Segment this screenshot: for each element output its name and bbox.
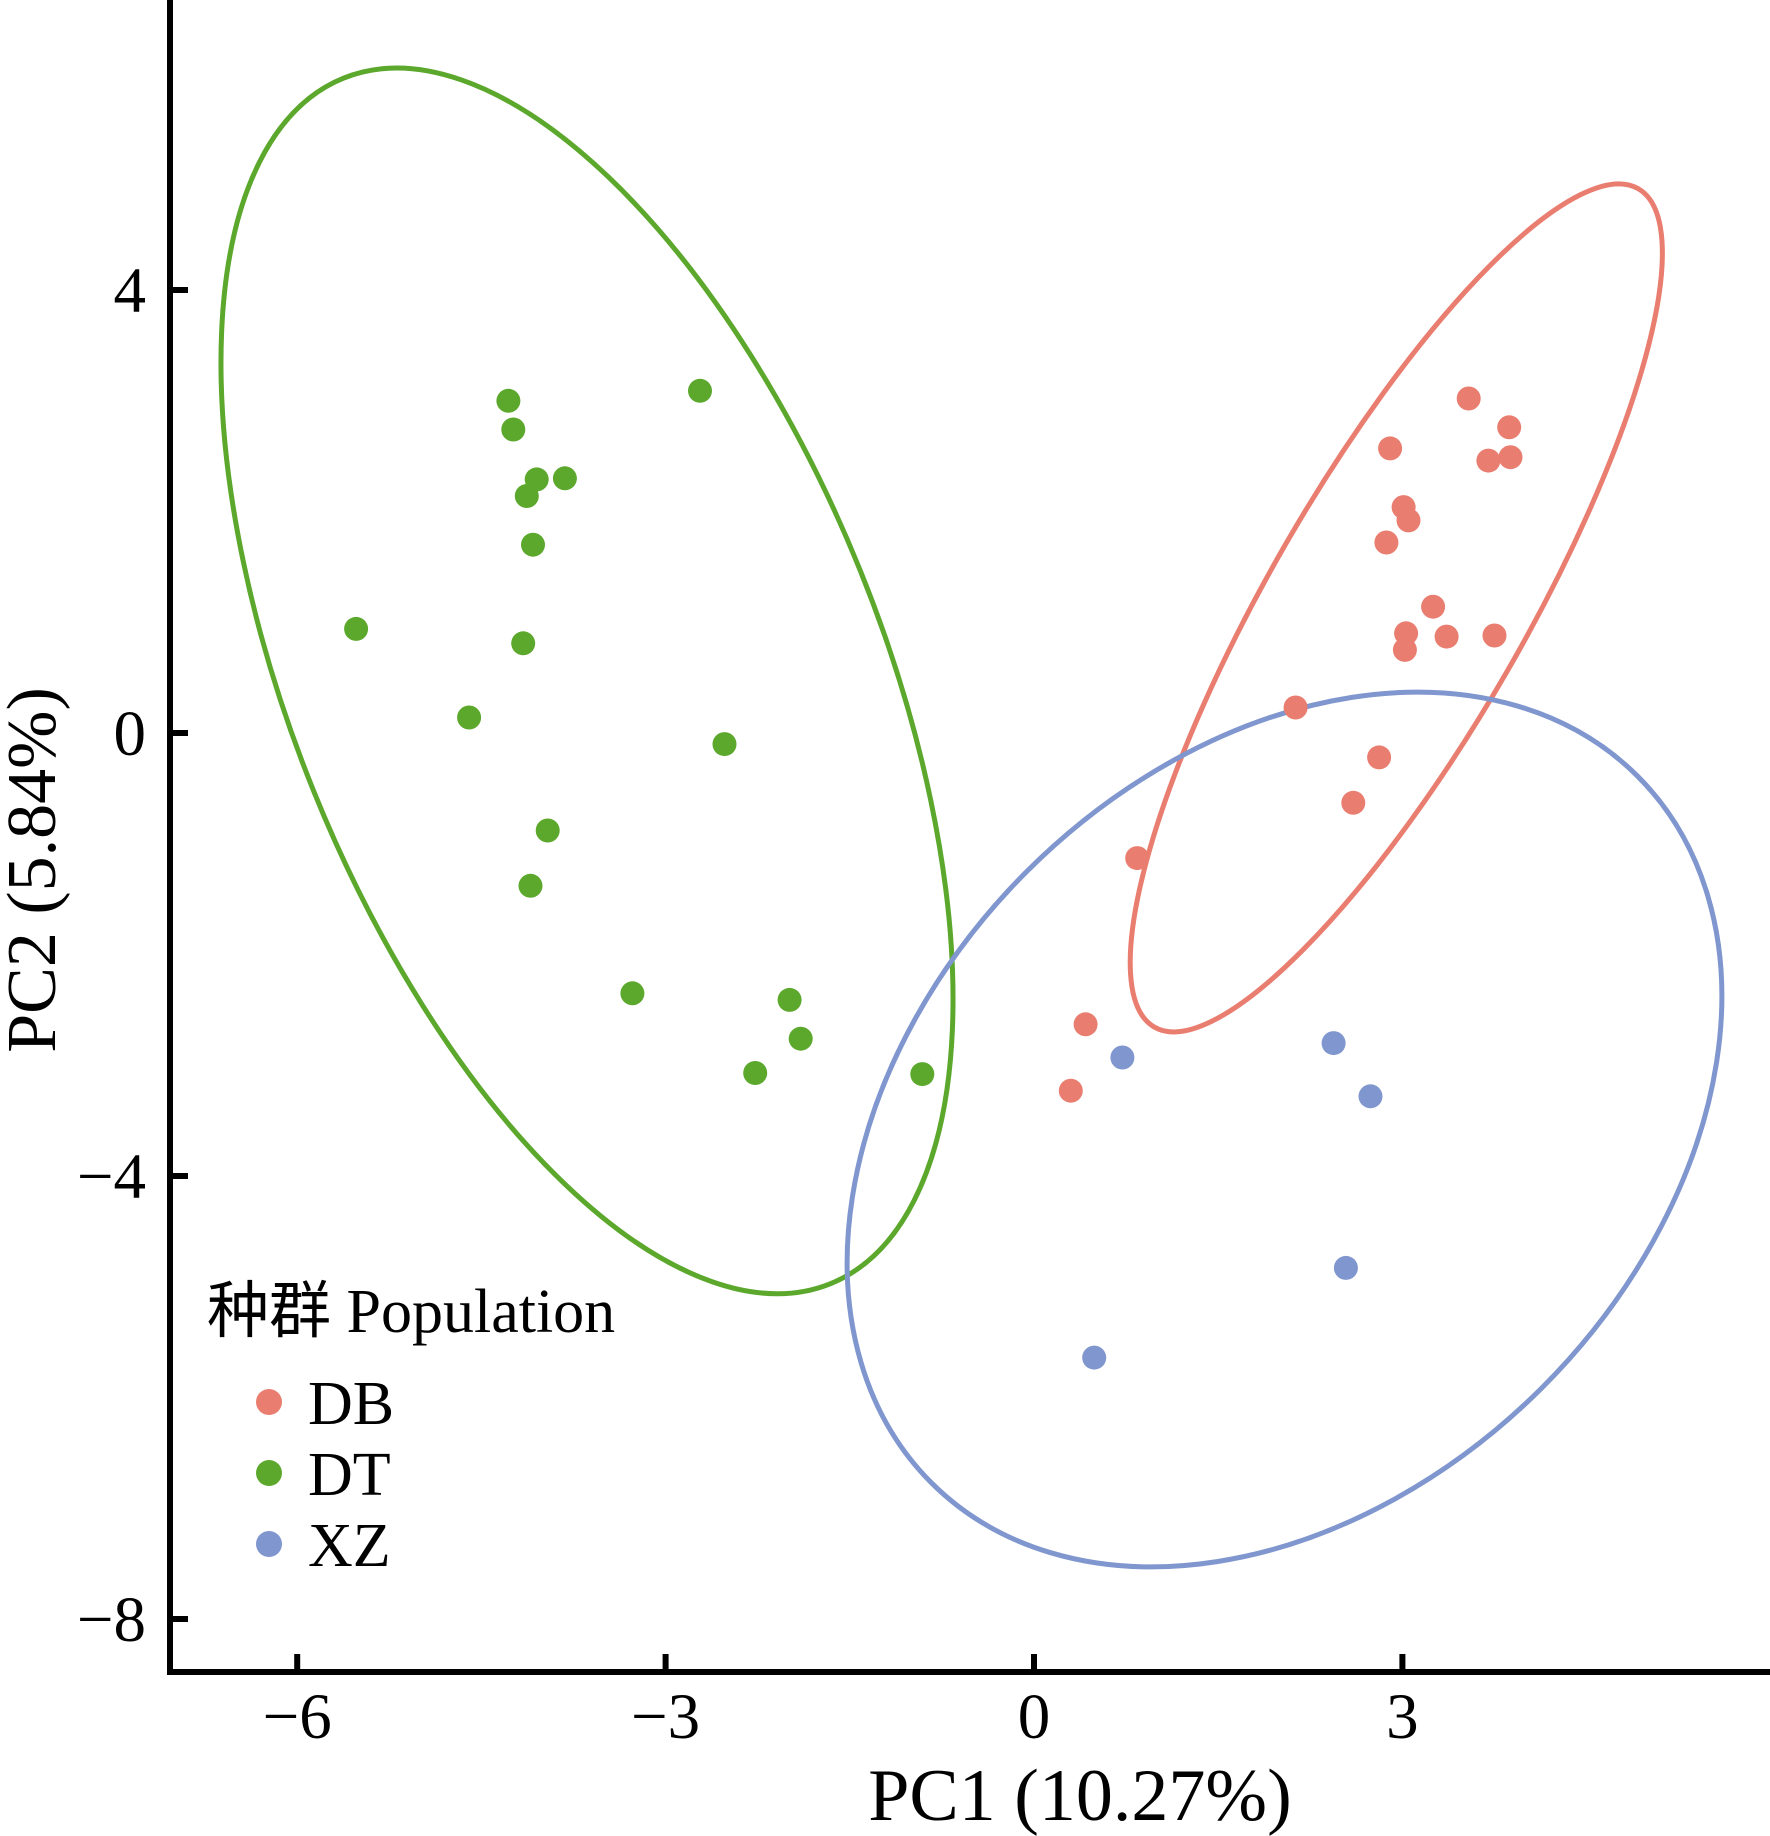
legend-swatch-DT bbox=[256, 1460, 282, 1486]
point-DT bbox=[511, 631, 536, 656]
point-DB bbox=[1482, 623, 1507, 648]
point-DB bbox=[1434, 624, 1459, 649]
point-DT bbox=[501, 417, 526, 442]
ellipse-DT bbox=[218, 65, 956, 1297]
y-tick-label: −8 bbox=[77, 1584, 146, 1656]
point-XZ bbox=[1082, 1345, 1107, 1370]
y-tick-label: 0 bbox=[114, 698, 147, 770]
x-tick-label: −6 bbox=[263, 1681, 332, 1753]
ellipse-XZ bbox=[844, 689, 1725, 1570]
point-XZ bbox=[1358, 1084, 1383, 1109]
point-DT bbox=[552, 466, 577, 491]
legend-swatch-DB bbox=[256, 1389, 282, 1415]
point-DB bbox=[1058, 1078, 1083, 1103]
point-DT bbox=[712, 732, 737, 757]
legend-title: 种群 Population bbox=[207, 1278, 615, 1346]
data-points bbox=[344, 378, 1523, 1370]
point-XZ bbox=[1110, 1045, 1135, 1070]
legend-label-DT: DT bbox=[308, 1441, 391, 1509]
point-DB bbox=[1392, 637, 1417, 662]
point-DT bbox=[457, 705, 482, 730]
point-DT bbox=[535, 818, 560, 843]
x-tick-label: 0 bbox=[1018, 1681, 1051, 1753]
y-axis-title: PC2 (5.84%) bbox=[0, 687, 71, 1053]
point-DT bbox=[620, 981, 645, 1006]
point-DB bbox=[1374, 530, 1399, 555]
point-DB bbox=[1498, 445, 1523, 470]
point-DT bbox=[910, 1062, 935, 1087]
legend-label-DB: DB bbox=[308, 1370, 394, 1438]
point-DB bbox=[1367, 745, 1392, 770]
point-DB bbox=[1421, 594, 1446, 619]
point-DT bbox=[518, 873, 543, 898]
point-DB bbox=[1073, 1012, 1098, 1037]
point-DB bbox=[1497, 415, 1522, 440]
legend-swatch-XZ bbox=[256, 1531, 282, 1557]
x-axis-title: PC1 (10.27%) bbox=[868, 1755, 1291, 1836]
x-tick-label: 3 bbox=[1386, 1681, 1419, 1753]
point-DB bbox=[1396, 508, 1421, 533]
y-tick-label: −4 bbox=[77, 1141, 146, 1213]
point-DT bbox=[521, 532, 545, 557]
x-tick-label: −3 bbox=[631, 1681, 700, 1753]
point-DB bbox=[1456, 386, 1481, 411]
y-tick-label: 4 bbox=[114, 255, 147, 327]
point-DT bbox=[514, 484, 539, 508]
point-DT bbox=[788, 1026, 813, 1051]
legend-label-XZ: XZ bbox=[308, 1512, 391, 1580]
point-DB bbox=[1125, 846, 1150, 871]
point-DB bbox=[1378, 436, 1403, 461]
point-XZ bbox=[1321, 1031, 1346, 1056]
point-DT bbox=[688, 378, 712, 403]
x-axis-ticks: −6 −3 0 3 bbox=[263, 1654, 1419, 1753]
point-DT bbox=[344, 616, 369, 641]
point-XZ bbox=[1333, 1255, 1358, 1280]
confidence-ellipses bbox=[218, 65, 1725, 1570]
ellipse-DB bbox=[1127, 181, 1665, 1035]
point-DB bbox=[1341, 790, 1366, 815]
y-axis-ticks: 4 0 −4 −8 bbox=[77, 255, 188, 1656]
point-DT bbox=[496, 388, 521, 413]
point-DT bbox=[743, 1061, 768, 1085]
point-DB bbox=[1283, 695, 1308, 720]
point-DT bbox=[777, 987, 802, 1012]
point-DB bbox=[1476, 448, 1501, 473]
